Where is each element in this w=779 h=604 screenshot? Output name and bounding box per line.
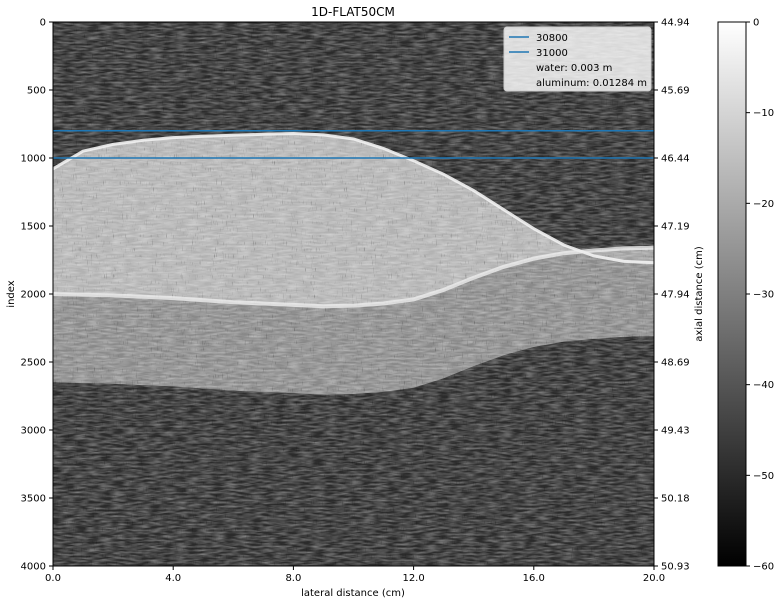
y-tick-label: 2500 xyxy=(21,358,46,369)
legend-entry: water: 0.003 m xyxy=(536,63,612,74)
horizontal-lines xyxy=(53,130,654,159)
colorbar-tick-label: −20 xyxy=(753,199,774,210)
y-tick-label: 0 xyxy=(40,18,46,29)
right-axis-ticks: 44.94 45.69 46.44 47.19 47.94 48.69 49.43 50.18… xyxy=(654,18,690,573)
colorbar-tick-label: −40 xyxy=(753,380,774,391)
colorbar-tick-label: −30 xyxy=(753,290,774,301)
right-tick-label: 49.43 xyxy=(661,426,690,437)
right-tick-label: 45.69 xyxy=(661,86,690,97)
right-tick-label: 50.18 xyxy=(661,494,690,505)
x-tick-label: 20.0 xyxy=(643,573,665,584)
x-axis-label: lateral distance (cm) xyxy=(301,588,405,599)
back-wall-surface xyxy=(53,245,654,309)
legend: 30800 31000 water: 0.003 m aluminum: 0.0… xyxy=(503,26,652,92)
legend-box xyxy=(503,26,652,92)
y-tick-label: 1000 xyxy=(21,154,46,165)
colorbar xyxy=(717,21,747,567)
right-axis-label: axial distance (cm) xyxy=(694,246,705,342)
colorbar-tick-label: −50 xyxy=(753,471,774,482)
right-tick-label: 50.93 xyxy=(661,562,690,573)
y-tick-label: 3000 xyxy=(21,426,46,437)
x-tick-label: 12.0 xyxy=(402,573,424,584)
right-tick-label: 44.94 xyxy=(661,18,690,29)
colorbar-ticks: 0 −10 −20 −30 −40 −50 −60 xyxy=(746,18,774,573)
x-tick-label: 4.0 xyxy=(165,573,181,584)
right-tick-label: 47.94 xyxy=(661,290,690,301)
chart-title: 1D-FLAT50CM xyxy=(311,5,395,19)
x-tick-label: 0.0 xyxy=(45,573,61,584)
y-axis-ticks: 0 500 1000 1500 2000 2500 3000 3500 4000 xyxy=(21,18,53,573)
y-tick-label: 2000 xyxy=(21,290,46,301)
right-tick-label: 46.44 xyxy=(661,154,690,165)
y-tick-label: 1500 xyxy=(21,222,46,233)
colorbar-tick-label: −10 xyxy=(753,108,774,119)
y-axis-label: index xyxy=(6,280,17,307)
legend-entry: aluminum: 0.01284 m xyxy=(536,78,647,89)
x-tick-label: 16.0 xyxy=(523,573,545,584)
y-tick-label: 3500 xyxy=(21,494,46,505)
colorbar-tick-label: 0 xyxy=(753,18,759,29)
heatmap-image xyxy=(53,22,654,566)
y-tick-label: 4000 xyxy=(21,562,46,573)
colorbar-tick-label: −60 xyxy=(753,562,774,573)
legend-entry: 30800 xyxy=(536,33,568,44)
x-tick-label: 8.0 xyxy=(285,573,301,584)
right-tick-label: 48.69 xyxy=(661,358,690,369)
legend-entry: 31000 xyxy=(536,48,568,59)
x-axis-ticks: 0.0 4.0 8.0 12.0 16.0 20.0 xyxy=(45,566,665,584)
y-tick-label: 500 xyxy=(27,86,46,97)
right-tick-label: 47.19 xyxy=(661,222,690,233)
interface-surface xyxy=(53,131,654,265)
